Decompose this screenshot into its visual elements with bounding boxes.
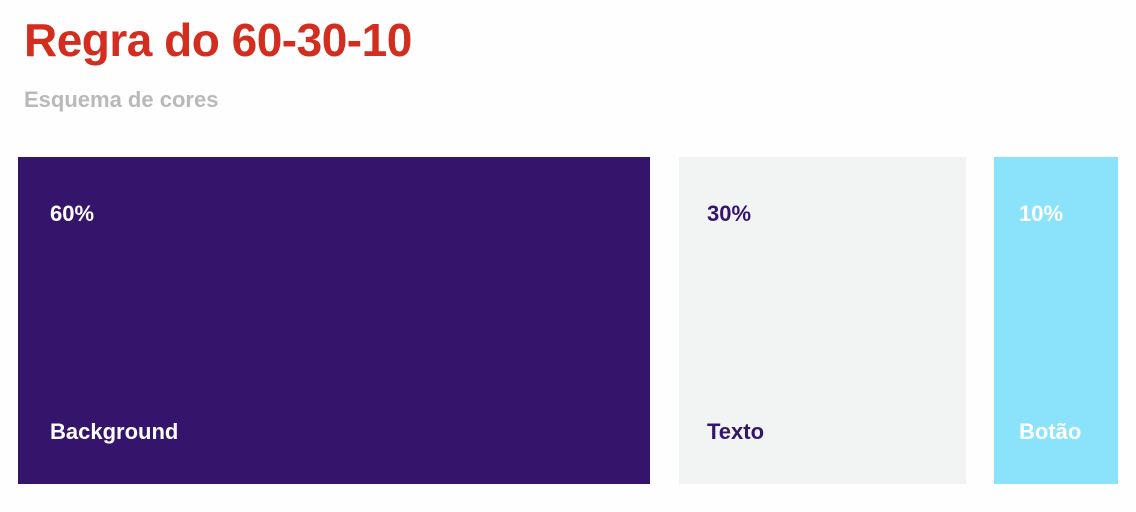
swatch-text: 30% Texto	[679, 157, 966, 484]
swatch-button: 10% Botão	[994, 157, 1118, 484]
swatch-percent: 10%	[1019, 201, 1063, 227]
swatch-role-label: Background	[50, 419, 178, 445]
page-title: Regra do 60-30-10	[24, 12, 412, 68]
swatch-role-label: Texto	[707, 419, 764, 445]
swatch-background: 60% Background	[18, 157, 650, 484]
swatch-percent: 60%	[50, 201, 94, 227]
swatch-percent: 30%	[707, 201, 751, 227]
page-subtitle: Esquema de cores	[24, 86, 218, 114]
swatch-role-label: Botão	[1019, 419, 1081, 445]
